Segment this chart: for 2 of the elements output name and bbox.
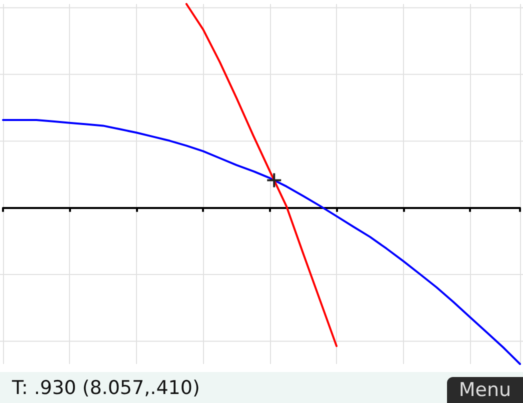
text: T: .930 (8.057,.410) [12, 377, 200, 399]
menu-button: Menu [447, 377, 523, 403]
